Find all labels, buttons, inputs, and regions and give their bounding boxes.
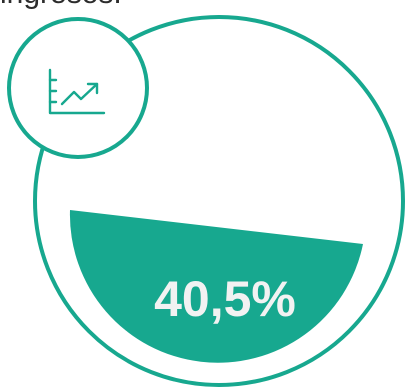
icon-badge-ring (7, 17, 149, 159)
metric-value: 40,5% (154, 271, 296, 327)
chart-trend-up-icon (48, 68, 106, 115)
partial-heading-text: ingresos: (0, 0, 122, 9)
level-fill (69, 210, 363, 363)
